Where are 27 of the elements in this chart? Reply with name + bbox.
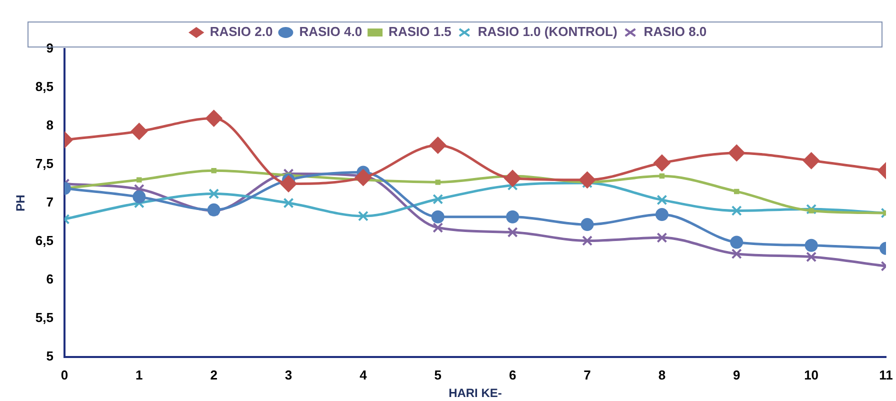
- x-tick-label: 9: [733, 367, 740, 382]
- y-tick-label: 6: [46, 272, 54, 287]
- x-tick-label: 4: [360, 367, 368, 382]
- x-tick-label: 10: [804, 367, 819, 382]
- y-tick-label: 7,5: [35, 156, 54, 172]
- legend-label: RASIO 4.0: [299, 24, 362, 40]
- x-tick-label: 5: [434, 367, 442, 382]
- y-tick-label: 7: [46, 194, 54, 210]
- y-tick-label: 8,5: [35, 79, 54, 94]
- legend-label: RASIO 8.0: [644, 24, 707, 40]
- y-tick-label: 5,5: [35, 310, 54, 326]
- x-tick-label: 11: [879, 367, 893, 382]
- x-tick-label: 2: [210, 367, 218, 382]
- x-tick-label: 1: [136, 367, 143, 382]
- legend-label: RASIO 1.0 (KONTROL): [478, 24, 618, 40]
- y-tick-label: 6,5: [35, 233, 54, 248]
- x-tick-label: 7: [584, 367, 591, 382]
- y-axis-title: PH: [14, 194, 28, 212]
- x-tick-label: 6: [508, 367, 516, 382]
- y-tick-label: 8: [46, 118, 54, 133]
- x-tick-label: 0: [60, 367, 68, 382]
- legend-label: RASIO 2.0: [210, 24, 273, 40]
- x-axis-title: HARI KE-: [448, 386, 502, 400]
- x-tick-label: 8: [658, 367, 666, 382]
- legend-label: RASIO 1.5: [388, 24, 452, 40]
- x-tick-label: 3: [284, 367, 292, 382]
- y-tick-label: 5: [46, 348, 54, 364]
